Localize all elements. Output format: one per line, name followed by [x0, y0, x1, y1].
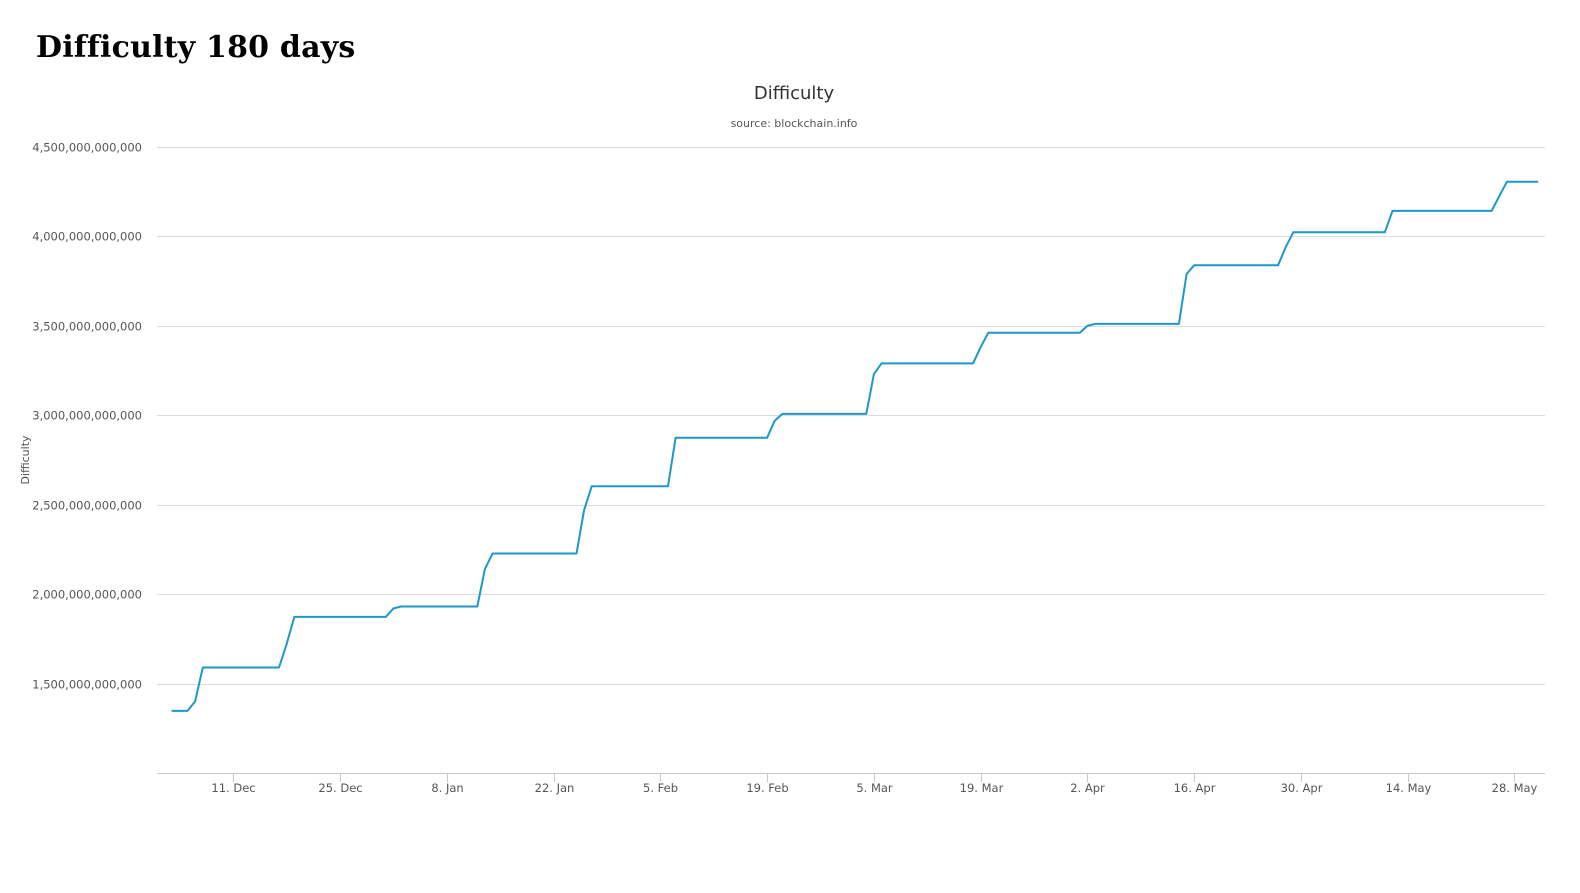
- x-tick-label: 30. Apr: [1281, 781, 1323, 795]
- x-tick-label: 2. Apr: [1070, 781, 1105, 795]
- y-tick-label: 4,500,000,000,000: [32, 141, 142, 155]
- x-tick-label: 28. May: [1492, 781, 1538, 795]
- x-tick-label: 22. Jan: [535, 781, 575, 795]
- x-tick-label: 19. Feb: [746, 781, 788, 795]
- chart-axes: 1,500,000,000,000 2,000,000,000,000 2,500,…: [32, 141, 1545, 795]
- y-tick-label: 4,000,000,000,000: [32, 230, 142, 244]
- y-tick-label: 2,500,000,000,000: [32, 499, 142, 513]
- x-tick-label: 19. Mar: [960, 781, 1004, 795]
- chart-series-layer: [171, 180, 1539, 712]
- x-tick-label: 5. Mar: [856, 781, 893, 795]
- difficulty-series-line: [171, 180, 1539, 712]
- x-tick-label: 8. Jan: [431, 781, 463, 795]
- chart-gridlines: [157, 147, 1545, 685]
- x-tick-label: 16. Apr: [1174, 781, 1216, 795]
- x-tick-label: 25. Dec: [318, 781, 362, 795]
- y-tick-label: 3,500,000,000,000: [32, 320, 142, 334]
- x-tick-label: 14. May: [1386, 781, 1432, 795]
- chart-title: Difficulty: [754, 83, 835, 104]
- y-axis-title: Difficulty: [19, 435, 32, 485]
- x-tick-label: 11. Dec: [211, 781, 255, 795]
- y-tick-label: 1,500,000,000,000: [32, 678, 142, 692]
- y-tick-label: 3,000,000,000,000: [32, 409, 142, 423]
- chart-subtitle: source: blockchain.info: [731, 117, 858, 130]
- y-tick-label: 2,000,000,000,000: [32, 588, 142, 602]
- x-tick-label: 5. Feb: [643, 781, 678, 795]
- page-heading: Difficulty 180 days: [36, 30, 356, 65]
